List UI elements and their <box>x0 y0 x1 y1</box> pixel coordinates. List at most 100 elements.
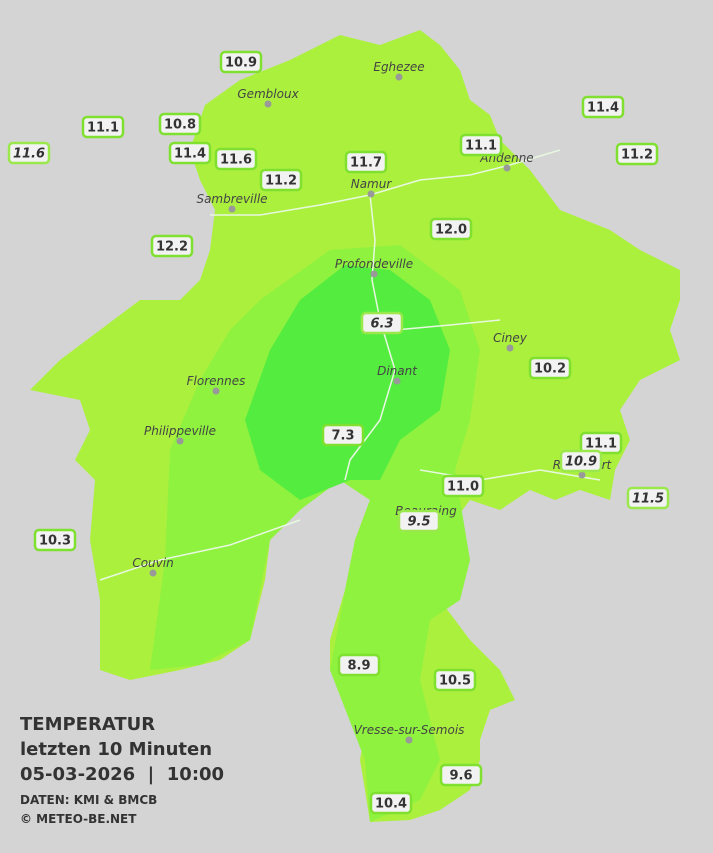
station-box <box>214 147 258 171</box>
station-value: 10.5 <box>439 674 471 689</box>
station-box <box>7 141 51 165</box>
river <box>210 149 561 481</box>
city-label: Vresse-sur-Semois <box>354 723 465 737</box>
station: 10.3 <box>33 528 77 552</box>
station-box <box>459 133 503 157</box>
city-label: Eghezee <box>373 60 424 74</box>
station: 9.6 <box>439 763 483 787</box>
station-box <box>150 234 194 258</box>
station: 11.1 <box>459 133 503 157</box>
station-box <box>81 115 125 139</box>
city-dot <box>212 387 220 395</box>
city-label: Dinant <box>377 364 418 378</box>
station-value: 11.1 <box>87 121 119 136</box>
station-value: 11.4 <box>174 147 206 162</box>
city-dot <box>393 377 401 385</box>
city-label: Sambreville <box>196 192 267 206</box>
station-box <box>33 528 77 552</box>
station: 12.0 <box>429 217 473 241</box>
station: 7.3 <box>321 423 365 447</box>
station-box <box>615 142 659 166</box>
station: 10.5 <box>433 668 477 692</box>
station-value: 11.1 <box>465 139 497 154</box>
station-box <box>344 150 388 174</box>
city-dot <box>228 205 236 213</box>
station: 11.1 <box>81 115 125 139</box>
station-value: 11.4 <box>587 101 619 116</box>
station: 11.5 <box>626 486 670 510</box>
city-label: Florennes <box>187 374 246 388</box>
station-box <box>369 791 413 815</box>
station: 11.7 <box>344 150 388 174</box>
station-box <box>158 112 202 136</box>
city-dot <box>405 736 413 744</box>
station-value: 11.1 <box>585 437 617 452</box>
station-value: 10.2 <box>534 362 566 377</box>
city-label: Ciney <box>493 331 528 345</box>
station-value: 11.7 <box>350 156 382 171</box>
city-label: Profondeville <box>335 257 413 271</box>
station-value: 9.6 <box>449 769 472 784</box>
timestamp: 05-03-2026 | 10:00 <box>20 764 224 785</box>
station-value: 11.6 <box>13 147 45 162</box>
source: DATEN: KMI & BMCB <box>20 793 157 807</box>
station-value: 6.3 <box>370 317 393 332</box>
city-label: Gembloux <box>237 87 299 101</box>
station-box <box>441 474 485 498</box>
city-dot <box>149 569 157 577</box>
station-box <box>429 217 473 241</box>
station: 11.4 <box>168 141 212 165</box>
station: 12.2 <box>150 234 194 258</box>
station-box <box>259 168 303 192</box>
title: TEMPERATUR <box>20 714 155 735</box>
station: 9.5 <box>397 509 441 533</box>
station-box <box>168 141 212 165</box>
station-box <box>397 509 441 533</box>
station-box <box>360 311 404 335</box>
station-value: 11.2 <box>265 174 297 189</box>
city-dot <box>395 73 403 81</box>
station-value: 11.6 <box>220 153 252 168</box>
station-value: 11.5 <box>632 492 664 507</box>
station-value: 11.2 <box>621 148 653 163</box>
station: 10.9 <box>559 449 603 473</box>
city-dot <box>506 344 514 352</box>
station: 10.2 <box>528 356 572 380</box>
station-box <box>439 763 483 787</box>
station: 10.8 <box>158 112 202 136</box>
city-dot <box>367 190 375 198</box>
station: 10.9 <box>219 50 263 74</box>
station-value: 10.9 <box>225 56 257 71</box>
station: 11.2 <box>259 168 303 192</box>
station: 10.4 <box>369 791 413 815</box>
copyright: © METEO-BE.NET <box>20 812 137 826</box>
station-value: 10.9 <box>565 455 597 470</box>
station-value: 12.0 <box>435 223 467 238</box>
station-value: 11.0 <box>447 480 479 495</box>
station: 11.4 <box>581 95 625 119</box>
station: 6.3 <box>360 311 404 335</box>
city-dot <box>264 100 272 108</box>
subtitle: letzten 10 Minuten <box>20 739 212 760</box>
city-dot <box>370 270 378 278</box>
station-value: 10.3 <box>39 534 71 549</box>
station: 11.2 <box>615 142 659 166</box>
station-value: 8.9 <box>347 659 370 674</box>
city-dot <box>578 471 586 479</box>
city-dot <box>176 437 184 445</box>
city-dot <box>503 164 511 172</box>
station-box <box>321 423 365 447</box>
station-box <box>433 668 477 692</box>
station-value: 9.5 <box>407 515 430 530</box>
station-box <box>626 486 670 510</box>
station-box <box>581 95 625 119</box>
city-label: Philippeville <box>144 424 216 438</box>
station: 11.6 <box>214 147 258 171</box>
station-value: 10.4 <box>375 797 407 812</box>
station: 11.0 <box>441 474 485 498</box>
station-box <box>559 449 603 473</box>
station-value: 12.2 <box>156 240 188 255</box>
station-box <box>337 653 381 677</box>
city-label: Namur <box>351 177 393 191</box>
